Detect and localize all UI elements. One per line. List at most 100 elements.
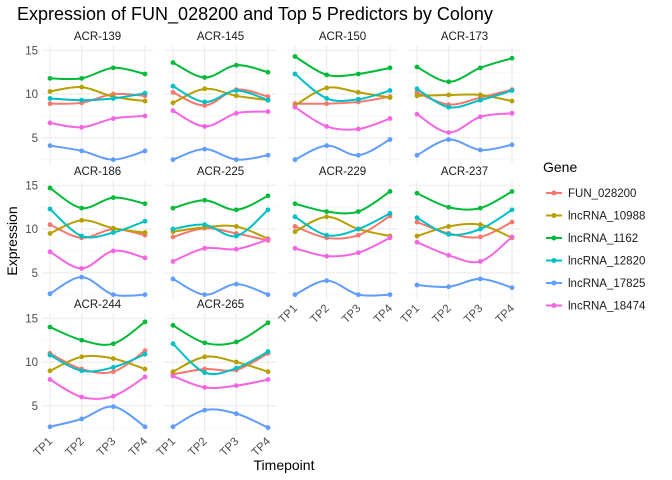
data-point <box>324 232 330 238</box>
x-tick-label: TP1 <box>32 436 55 459</box>
series-line <box>49 219 146 235</box>
data-point <box>414 239 420 245</box>
legend-key-point <box>551 303 557 308</box>
data-point <box>265 94 271 100</box>
data-point <box>446 252 452 258</box>
data-point <box>47 324 53 330</box>
data-point <box>79 233 85 239</box>
legend-entry: lncRNA_12820 <box>546 256 645 268</box>
data-point <box>265 193 271 199</box>
data-point <box>79 354 85 360</box>
x-tick-label: TP1 <box>277 303 300 326</box>
series-line <box>294 279 391 297</box>
data-point <box>47 89 53 94</box>
series-line <box>49 114 146 129</box>
data-point <box>387 189 393 194</box>
data-point <box>355 292 361 298</box>
data-point <box>355 232 361 238</box>
data-point <box>47 101 53 107</box>
data-point <box>233 62 239 68</box>
x-tick-label: TP2 <box>186 436 209 459</box>
data-point <box>509 219 515 225</box>
x-tick-label: TP2 <box>430 303 453 326</box>
data-point <box>355 96 361 102</box>
series-line <box>416 138 513 157</box>
data-point <box>79 84 85 90</box>
data-point <box>387 292 393 298</box>
data-point <box>265 377 271 382</box>
data-point <box>142 71 148 77</box>
data-point <box>477 205 483 211</box>
data-point <box>477 147 483 153</box>
data-point <box>414 86 420 92</box>
data-point <box>79 416 85 422</box>
facet-panel: ACR-145 <box>165 31 276 164</box>
data-point <box>79 368 85 374</box>
data-point <box>292 214 298 220</box>
data-point <box>414 93 420 99</box>
legend: Gene FUN_028200 lncRNA_10988 lncRNA_1162ln… <box>543 159 646 313</box>
data-point <box>324 85 330 91</box>
data-point <box>202 354 208 360</box>
legend-key-point <box>551 190 557 196</box>
data-point <box>509 142 515 148</box>
data-point <box>446 204 452 210</box>
data-point <box>387 88 393 93</box>
data-point <box>170 89 176 95</box>
x-tick-label: TP4 <box>372 302 396 326</box>
data-point <box>355 126 361 132</box>
data-point <box>477 222 483 228</box>
series-line <box>172 148 269 161</box>
data-point <box>324 72 330 78</box>
data-point <box>110 116 116 121</box>
data-point <box>142 319 148 325</box>
data-point <box>110 248 116 254</box>
data-point <box>110 65 116 71</box>
series-line <box>49 208 146 239</box>
data-point <box>387 116 393 121</box>
data-point <box>110 393 116 399</box>
x-tick-label: TP2 <box>63 436 86 459</box>
series-line <box>49 66 146 81</box>
data-point <box>47 249 53 255</box>
legend-entry: lncRNA_17825 <box>546 278 645 290</box>
data-point <box>414 152 420 158</box>
data-point <box>170 276 176 282</box>
data-point <box>79 274 85 280</box>
legend-key-point <box>551 258 557 263</box>
data-point <box>414 219 420 225</box>
data-point <box>509 234 515 240</box>
data-point <box>292 201 298 207</box>
series-line <box>49 92 146 105</box>
series-line <box>172 278 269 296</box>
data-point <box>509 207 515 213</box>
data-point <box>170 100 176 106</box>
chart-title: Expression of FUN_028200 and Top 5 Predi… <box>17 4 493 25</box>
data-point <box>110 195 116 201</box>
data-point <box>446 137 452 142</box>
series-line <box>416 208 513 236</box>
data-point <box>170 259 176 264</box>
data-point <box>355 209 361 214</box>
data-point <box>387 65 393 71</box>
data-point <box>355 89 361 95</box>
facet-panel: ACR-225 <box>165 166 276 299</box>
data-point <box>142 424 148 430</box>
y-tick-label: 5 <box>32 268 38 280</box>
data-point <box>265 320 271 326</box>
facet-strip-label: ACR-244 <box>74 299 122 311</box>
data-point <box>509 285 515 291</box>
x-tick-label: TP3 <box>95 436 118 459</box>
data-point <box>79 266 85 271</box>
legend-label: lncRNA_18474 <box>568 301 646 313</box>
data-point <box>110 230 116 235</box>
x-tick-label: TP1 <box>155 436 178 459</box>
data-point <box>324 96 330 101</box>
legend-entry: lncRNA_1162 <box>546 233 638 245</box>
x-tick-label: TP1 <box>399 303 422 326</box>
data-point <box>324 253 330 259</box>
facet-panel: ACR-186 5 10 15 <box>25 166 153 299</box>
series-line <box>416 112 513 134</box>
data-point <box>79 217 85 223</box>
data-point <box>202 366 208 372</box>
